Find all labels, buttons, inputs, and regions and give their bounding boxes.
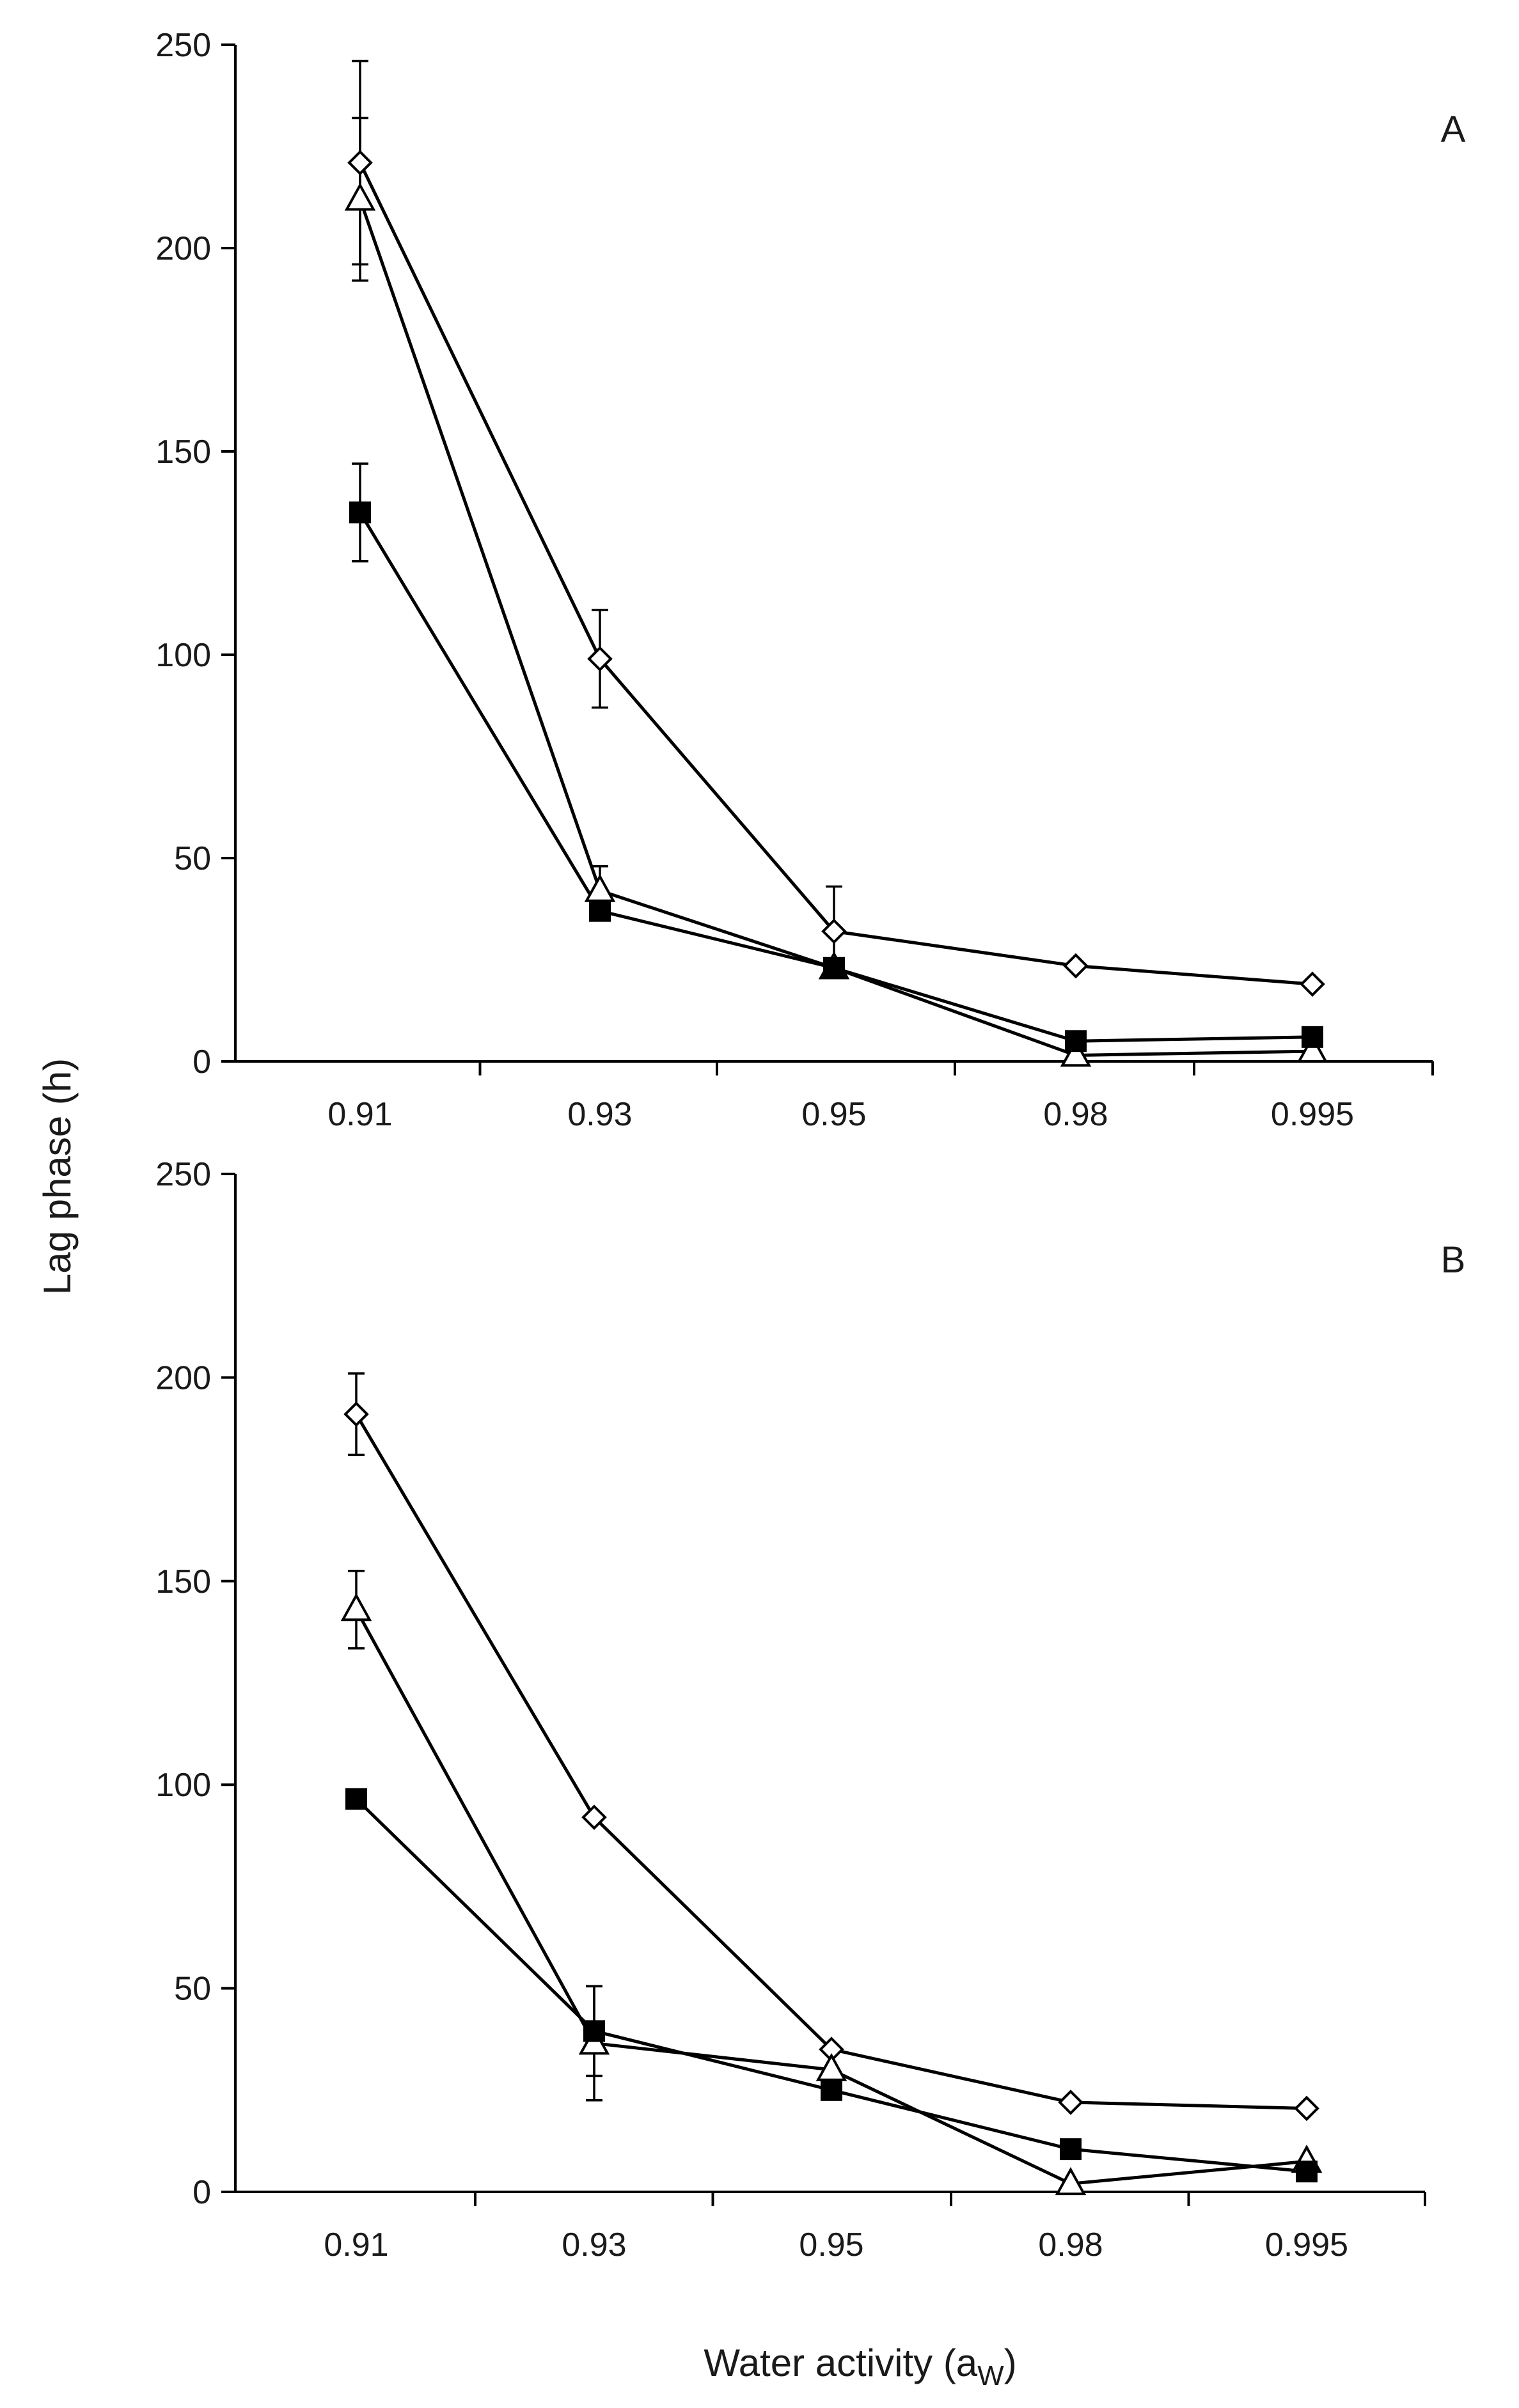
data-point-square <box>583 2020 605 2042</box>
data-point-square <box>1060 2138 1082 2160</box>
x-axis-title-subscript: W <box>977 2360 1004 2391</box>
panel-b-x-tick-label: 0.91 <box>324 2226 388 2263</box>
panel-a-y-tick-label: 150 <box>155 434 211 471</box>
data-point-square <box>823 957 845 979</box>
data-point-square <box>821 2079 842 2101</box>
panel-a-label: A <box>1441 109 1466 150</box>
panel-a-x-tick-label: 0.98 <box>1043 1096 1108 1133</box>
panel-a-y-tick-label: 50 <box>174 840 211 877</box>
figure: Lag phase (h) Water activity (aW) 0 50 100… <box>0 0 1519 2408</box>
panel-a-x-tick-label: 0.995 <box>1271 1096 1354 1133</box>
panel-b-x-tick-label: 0.95 <box>799 2226 863 2263</box>
panel-b-y-tick-label: 200 <box>155 1359 211 1396</box>
x-axis-title-close: ) <box>1004 2342 1017 2384</box>
data-point-square <box>589 900 611 922</box>
data-point-square <box>349 501 371 523</box>
panel-a-y-tick-label: 100 <box>155 637 211 674</box>
panel-b-y-tick-label: 50 <box>174 1971 211 2008</box>
x-axis-title-main: Water activity (a <box>704 2342 977 2384</box>
panel-a-x-tick-label: 0.95 <box>801 1096 866 1133</box>
panel-b-y-tick-label: 150 <box>155 1563 211 1600</box>
data-point-square <box>1296 2161 1318 2182</box>
panel-b-y-tick-label: 250 <box>155 1156 211 1193</box>
panel-b-y-tick-label: 100 <box>155 1767 211 1804</box>
panel-a-x-tick-label: 0.91 <box>327 1096 392 1133</box>
panel-a-y-tick-label: 250 <box>155 27 211 64</box>
x-axis-title: Water activity (aW) <box>704 2342 1016 2391</box>
panel-b-y-tick-label: 0 <box>193 2174 211 2211</box>
data-point-square <box>1302 1026 1323 1048</box>
panel-a-y-tick-label: 0 <box>193 1044 211 1081</box>
panel-b-x-tick-label: 0.93 <box>562 2226 626 2263</box>
panel-b-label: B <box>1441 1239 1466 1281</box>
data-point-square <box>1065 1030 1087 1052</box>
panel-b-x-tick-label: 0.98 <box>1038 2226 1103 2263</box>
panel-a-x-tick-label: 0.93 <box>567 1096 632 1133</box>
panel-a-y-tick-label: 200 <box>155 230 211 267</box>
data-point-square <box>345 1788 367 1810</box>
panel-b-x-tick-label: 0.995 <box>1265 2226 1348 2263</box>
y-axis-title: Lag phase (h) <box>36 1058 79 1295</box>
